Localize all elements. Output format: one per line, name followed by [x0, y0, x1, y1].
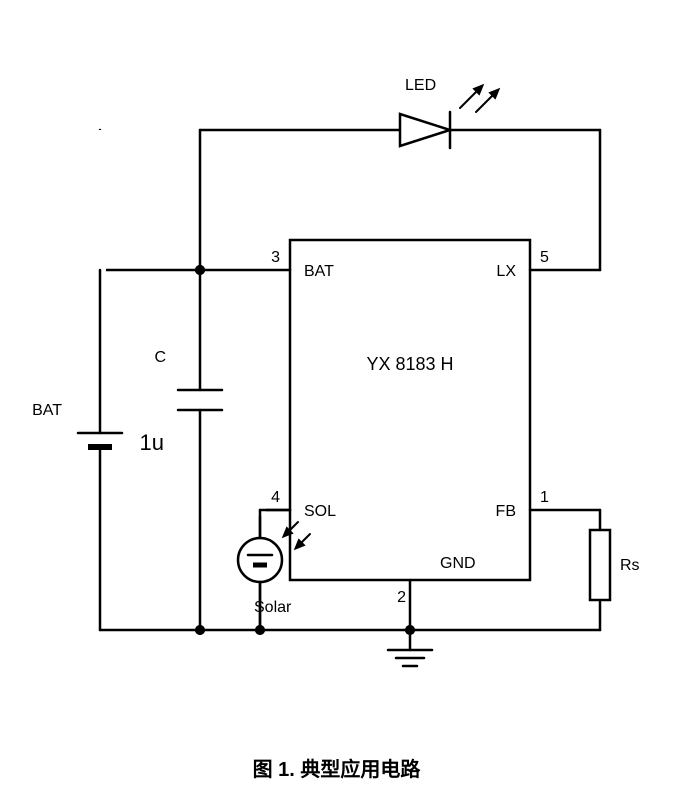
- figure-caption: 图 1. 典型应用电路: [0, 753, 673, 782]
- svg-text:3: 3: [271, 249, 280, 266]
- svg-text:LX: LX: [496, 263, 516, 280]
- svg-text:2: 2: [397, 589, 406, 606]
- svg-text:5: 5: [540, 249, 549, 266]
- svg-text:1u: 1u: [140, 430, 164, 455]
- svg-text:SOL: SOL: [304, 503, 336, 520]
- svg-text:BAT: BAT: [32, 402, 62, 419]
- svg-text:BAT: BAT: [304, 263, 334, 280]
- svg-text:Rs: Rs: [620, 557, 640, 574]
- svg-text:GND: GND: [440, 555, 476, 572]
- svg-text:C: C: [154, 349, 166, 366]
- svg-text:YX 8183 H: YX 8183 H: [366, 354, 453, 374]
- svg-text:1: 1: [540, 489, 549, 506]
- svg-text:FB: FB: [496, 503, 516, 520]
- svg-text:4: 4: [271, 489, 280, 506]
- schematic-svg: YX 8183 HBAT3SOL4LX5FB1GND2LEDBATC1uSola…: [0, 0, 673, 738]
- svg-text:LED: LED: [405, 77, 436, 94]
